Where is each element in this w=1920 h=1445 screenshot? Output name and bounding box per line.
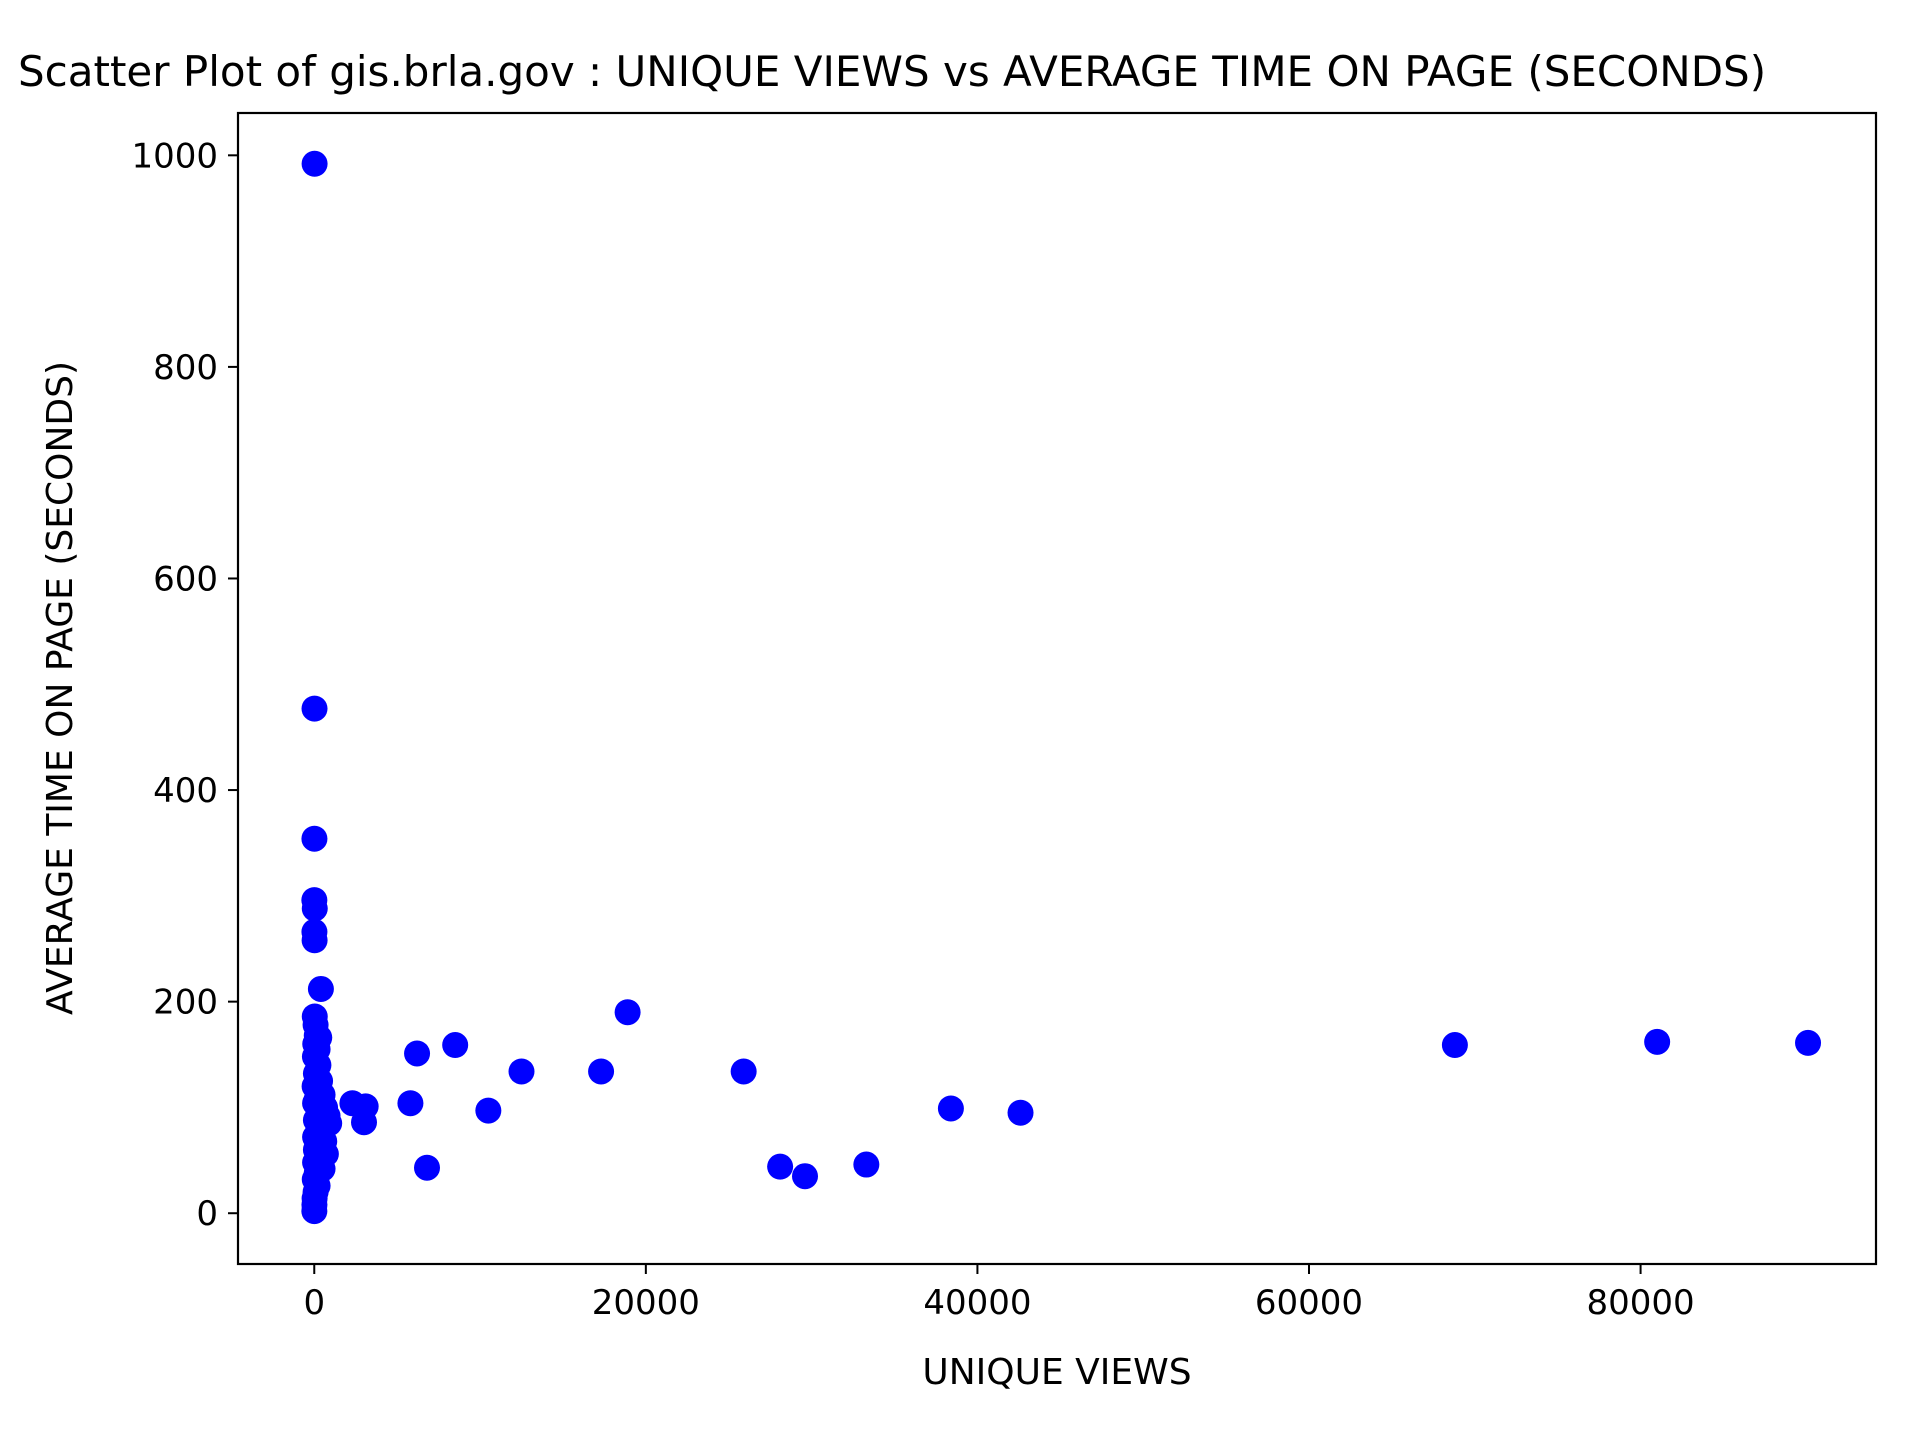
scatter-point [767,1153,794,1180]
x-tick-label: 20000 [592,1283,700,1323]
scatter-point [301,895,328,922]
x-tick-label: 40000 [923,1283,1031,1323]
y-tick-label: 400 [153,771,218,811]
scatter-point [614,999,641,1026]
scatter-point [730,1058,757,1085]
scatter-point [301,927,328,954]
plot-area-frame [236,111,1878,1266]
y-tick-label: 0 [196,1194,218,1234]
scatter-point [1007,1099,1034,1126]
scatter-point [414,1154,440,1181]
scatter-point [1441,1032,1468,1059]
scatter-point [1644,1028,1671,1055]
x-tick-label: 80000 [1586,1283,1694,1323]
scatter-point [351,1109,377,1136]
x-axis-label: UNIQUE VIEWS [922,1352,1191,1393]
scatter-point [937,1095,964,1122]
x-tick-label: 60000 [1255,1283,1363,1323]
y-tick-label: 800 [153,348,218,388]
scatter-point [397,1090,424,1117]
scatter-point [301,825,328,852]
scatter-point [301,695,328,722]
x-tick-label: 0 [303,1283,325,1323]
x-axis-ticks: 0 20000 40000 60000 80000 [303,1264,1695,1323]
scatter-point [508,1058,535,1085]
scatter-point [1795,1029,1822,1056]
scatter-point [404,1040,431,1067]
scatter-point [301,1198,328,1225]
scatter-point [442,1032,469,1059]
chart-title: Scatter Plot of gis.brla.gov : UNIQUE VI… [18,47,1766,96]
y-tick-label: 200 [153,983,218,1023]
scatter-point [853,1151,880,1178]
scatter-point [792,1163,818,1190]
scatter-point [307,975,334,1002]
scatter-points [301,150,1822,1225]
y-axis-ticks: 0 200 400 600 800 1000 [131,136,238,1234]
scatter-point [588,1058,615,1085]
scatter-point [301,150,328,177]
y-tick-label: 600 [153,559,218,599]
y-axis-label: AVERAGE TIME ON PAGE (SECONDS) [40,361,81,1015]
scatter-point [475,1097,502,1124]
y-tick-label: 1000 [131,136,218,176]
